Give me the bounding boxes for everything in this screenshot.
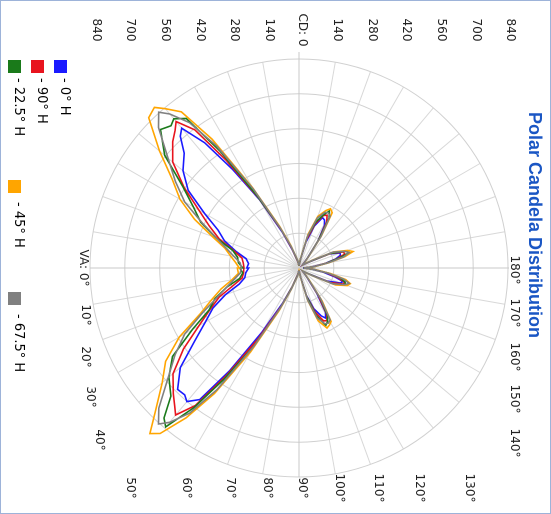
angle-tick-label: 60° [180, 477, 194, 498]
legend-swatch [8, 60, 21, 73]
angle-tick-label: 100° [333, 474, 347, 503]
radial-tick-label: 560 [435, 19, 449, 42]
legend-swatch [8, 292, 21, 305]
candela-curves [147, 106, 356, 435]
radial-axis-label: CD: 0 [296, 13, 310, 46]
radial-tick-label: 700 [124, 19, 138, 42]
angle-tick-label: 160° [508, 343, 522, 372]
angle-tick-label: 70° [224, 477, 238, 498]
legend-label: - 90° H [34, 78, 49, 124]
legend-swatch [8, 180, 21, 193]
radial-tick-label: 700 [470, 19, 484, 42]
angle-tick-label: 50° [124, 477, 138, 498]
candela-curve-series-5 [157, 111, 351, 425]
candela-curve-series-3 [159, 117, 352, 429]
candela-curve-series-1 [176, 126, 345, 403]
legend-label: - 22.5° H [11, 78, 26, 136]
angle-tick-label: 180° [508, 256, 522, 285]
radial-tick-label: 140 [263, 19, 277, 42]
legend-label: - 45° H [11, 202, 26, 248]
angle-tick-label: 130° [463, 474, 477, 503]
legend: - 0° H - 90° H - 22.5° H - 45° H - 67.5° H [8, 60, 72, 372]
angle-tick-label: 140° [508, 429, 522, 458]
radial-tick-label: 840 [504, 19, 518, 42]
axis-labels: 840 700 560 420 280 140 140 280 420 560 700 840 CD: … [77, 13, 545, 502]
radial-tick-label: 560 [159, 19, 173, 42]
angle-tick-label: 30° [84, 386, 98, 407]
radial-tick-label: 420 [194, 19, 208, 42]
candela-curve-series-4 [147, 106, 356, 435]
radial-tick-label: 420 [400, 19, 414, 42]
legend-label: - 0° H [57, 78, 72, 116]
angle-tick-label: 170° [508, 299, 522, 328]
radial-tick-label: 280 [228, 19, 242, 42]
radial-tick-label: 840 [90, 19, 104, 42]
chart-title: Polar Candela Distribution [525, 112, 545, 338]
radial-tick-label: 140 [331, 19, 345, 42]
radial-tick-label: 280 [366, 19, 380, 42]
angle-tick-label: 10° [79, 304, 93, 325]
angle-tick-label: 20° [79, 346, 93, 367]
angle-tick-label: 110° [372, 474, 386, 503]
legend-label: - 67.5° H [11, 314, 26, 372]
angle-tick-label: 40° [93, 429, 107, 450]
legend-swatch [54, 60, 67, 73]
angle-axis-label: VA: 0° [77, 250, 91, 287]
angle-tick-label: 120° [413, 474, 427, 503]
legend-swatch [31, 60, 44, 73]
angle-tick-label: 80° [261, 477, 275, 498]
grid [89, 52, 509, 478]
angle-tick-label: 150° [508, 385, 522, 414]
angle-tick-label: 90° [296, 477, 310, 498]
